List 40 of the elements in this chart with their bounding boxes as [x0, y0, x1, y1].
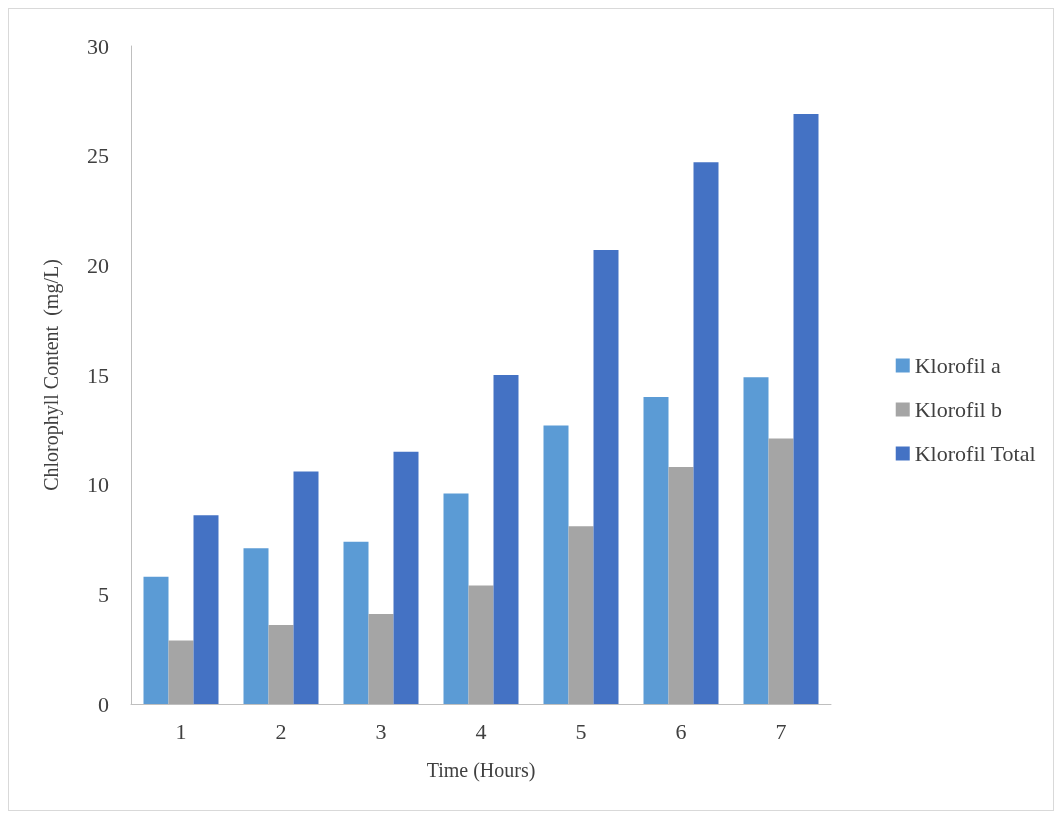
bar	[493, 375, 519, 704]
bar	[368, 614, 394, 704]
y-tick-label: 15	[87, 362, 109, 388]
bar	[393, 451, 419, 704]
bar	[268, 625, 294, 704]
bar	[168, 640, 194, 704]
legend-label: Klorofil a	[914, 353, 1002, 378]
bar	[343, 541, 369, 704]
x-tick-label: 1	[175, 718, 187, 744]
bar	[768, 438, 794, 704]
bar	[143, 576, 169, 704]
legend-label: Klorofil Total	[914, 441, 1036, 466]
y-tick-label: 20	[87, 252, 109, 278]
bar	[568, 526, 594, 704]
bar	[793, 113, 819, 704]
x-tick-label: 4	[475, 718, 487, 744]
x-tick-label: 6	[675, 718, 687, 744]
x-tick-label: 7	[775, 718, 787, 744]
y-tick-label: 10	[87, 472, 109, 498]
bar	[668, 467, 694, 704]
y-tick-label: 0	[98, 691, 109, 717]
x-tick-label: 5	[575, 718, 587, 744]
y-tick-label: 5	[98, 581, 109, 607]
x-axis-title: Time (Hours)	[426, 759, 536, 782]
legend-label: Klorofil b	[914, 397, 1003, 422]
y-tick-label: 25	[87, 143, 109, 169]
bar	[743, 377, 769, 704]
bar	[468, 585, 494, 704]
x-tick-label: 3	[375, 718, 387, 744]
y-tick-label: 30	[87, 33, 109, 59]
bar	[443, 493, 469, 704]
bar	[593, 249, 619, 704]
bar	[293, 471, 319, 704]
bar	[543, 425, 569, 704]
bar	[193, 515, 219, 704]
bar	[643, 396, 669, 704]
y-axis-title: Chlorophyll Content (mg/L)	[40, 259, 63, 491]
bar	[243, 548, 269, 704]
x-tick-label: 2	[275, 718, 287, 744]
bar	[693, 162, 719, 704]
